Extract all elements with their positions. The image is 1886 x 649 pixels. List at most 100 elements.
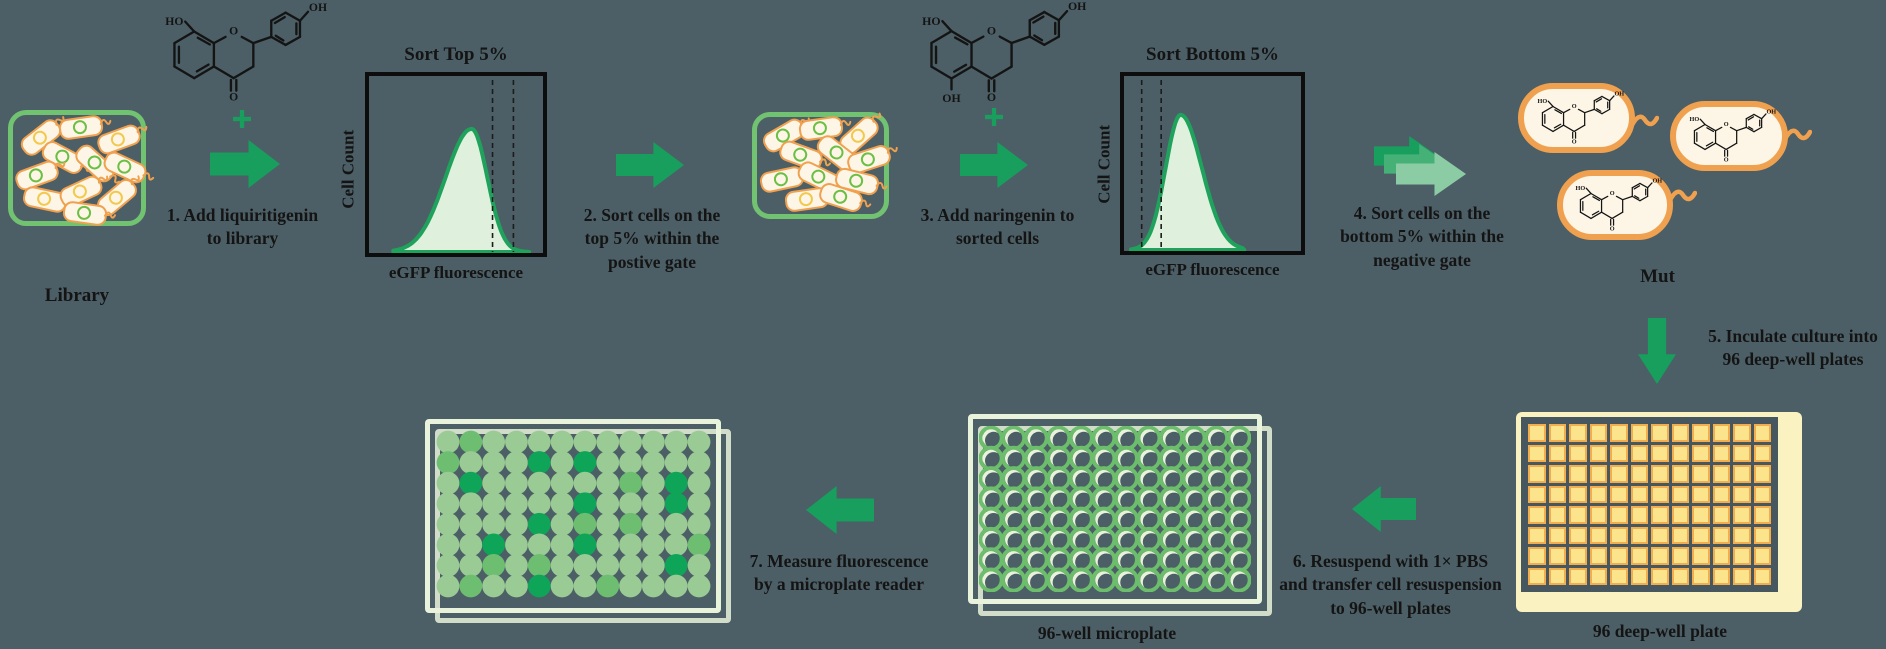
deep-well: [1528, 444, 1546, 462]
deep-well: [1610, 567, 1628, 585]
histogram-curve: [391, 126, 532, 254]
result-well: [550, 430, 574, 454]
atom-label-oh5: OH: [942, 91, 960, 105]
plasmid-ring-icon: [72, 119, 88, 136]
atom-label-o: O: [1610, 190, 1615, 197]
deep-well: [1753, 485, 1771, 503]
result-well: [550, 451, 574, 474]
atom-label-oh: OH: [1068, 0, 1086, 13]
flagellum-icon: [99, 119, 112, 126]
atom-label-carbonyl-o: O: [1610, 225, 1615, 232]
atom-label-oh: OH: [1614, 90, 1624, 97]
result-well: [527, 430, 551, 454]
deep-well: [1733, 465, 1751, 483]
plus-icon: [233, 110, 251, 128]
result-well: [596, 471, 620, 495]
result-well: [482, 471, 506, 495]
result-well: [459, 451, 483, 474]
plasmid-ring-icon: [76, 205, 92, 221]
result-well: [573, 451, 597, 474]
deep-well: [1733, 526, 1751, 544]
step1-text: 1. Add liquiritigenin to library: [166, 205, 319, 249]
hist2-title: Sort Bottom 5%: [1146, 44, 1279, 65]
result-well: [482, 430, 506, 454]
result-well: [527, 451, 551, 474]
deep-well: [1589, 485, 1607, 503]
result-well: [687, 471, 711, 495]
atom-label-ho: HO: [1576, 185, 1586, 192]
result-well: [505, 430, 528, 454]
result-well: [550, 554, 574, 577]
result-well: [596, 533, 620, 557]
deep-well: [1753, 444, 1771, 462]
deep-well: [1548, 485, 1566, 503]
result-well: [573, 430, 597, 454]
result-well: [619, 574, 642, 598]
plasmid-ring-icon: [35, 190, 53, 208]
flagellum-icon: [130, 175, 140, 186]
deep-well: [1548, 506, 1566, 524]
deep-well: [1630, 567, 1648, 585]
result-well: [505, 533, 528, 557]
result-well: [505, 512, 528, 536]
result-well: [641, 451, 665, 474]
deep-well: [1651, 485, 1669, 503]
result-well: [619, 554, 642, 577]
plus-icon: [985, 108, 1003, 126]
atom-label-o: O: [1724, 121, 1729, 128]
atom-label-carbonyl-o: O: [1724, 156, 1729, 163]
result-well: [687, 451, 711, 474]
result-well: [482, 533, 506, 557]
deep-well: [1671, 444, 1689, 462]
hist1-xlabel: eGFP fluorescence: [388, 263, 524, 282]
deep-well: [1671, 567, 1689, 585]
deep-well: [1651, 444, 1669, 462]
result-well: [482, 492, 506, 516]
deep-well: [1753, 424, 1771, 442]
result-well: [505, 574, 528, 598]
deep-well: [1630, 465, 1648, 483]
deep-well: [1692, 567, 1710, 585]
deep-well: [1528, 547, 1546, 565]
plasmid-ring-icon: [84, 152, 105, 173]
result-well: [527, 471, 551, 495]
arrow-step7: [806, 486, 874, 534]
plasmid-ring-icon: [812, 120, 828, 137]
deep-well: [1569, 526, 1587, 544]
step4-text: 4. Sort cells on the bottom 5% within th…: [1340, 203, 1504, 270]
deep-well: [1651, 567, 1669, 585]
deep-well: [1610, 526, 1628, 544]
result-well: [550, 533, 574, 557]
deep-well: [1528, 506, 1546, 524]
deep-well: [1753, 547, 1771, 565]
result-well: [482, 554, 506, 577]
deep-well-plate: [1516, 412, 1802, 612]
plasmid-ring-icon: [106, 188, 126, 208]
result-well: [687, 430, 711, 454]
deep-well: [1733, 485, 1751, 503]
result-well: [596, 430, 620, 454]
deep-well: [1753, 567, 1771, 585]
result-well: [596, 554, 620, 577]
hist2-ylabel: Cell Count: [1094, 124, 1114, 204]
bacterium-cell: [797, 115, 852, 142]
deep-well: [1692, 526, 1710, 544]
flagellum-icon: [142, 172, 155, 181]
result-well: [482, 512, 506, 536]
deep-well: [1548, 444, 1566, 462]
deep-well: [1712, 547, 1730, 565]
sorted-cell-box: [752, 112, 898, 219]
result-well: [459, 471, 483, 495]
deep-well: [1712, 485, 1730, 503]
deep-well: [1712, 424, 1730, 442]
result-well: [459, 512, 483, 536]
deep-well: [1651, 526, 1669, 544]
deep-well: [1733, 567, 1751, 585]
bacterium-cell: [776, 138, 832, 173]
plasmid-ring-icon: [798, 191, 814, 208]
deep-well: [1548, 567, 1566, 585]
result-well: [687, 533, 711, 557]
microplate-frame: [968, 414, 1262, 604]
atom-label-o: O: [229, 25, 238, 38]
result-well: [664, 574, 688, 598]
